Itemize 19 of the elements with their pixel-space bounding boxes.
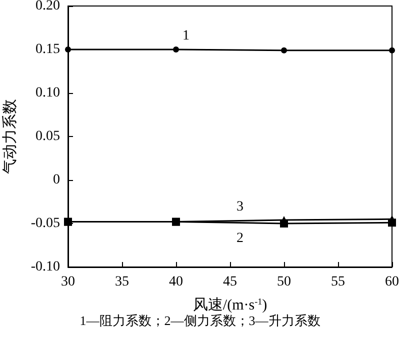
series-label: 1 [182, 28, 190, 44]
series-label: 2 [236, 231, 244, 246]
x-tick-label: 55 [331, 274, 345, 290]
x-tick-label: 50 [277, 274, 291, 290]
x-tick-label: 30 [61, 274, 75, 290]
x-tick-label: 60 [385, 274, 399, 290]
y-axis-title: 气动力系数 [2, 99, 18, 174]
x-tick-label: 35 [115, 274, 129, 290]
y-tick-label: 0.10 [36, 86, 60, 100]
x-tick-label: 45 [223, 274, 237, 290]
y-tick-label: 0.15 [36, 42, 60, 57]
y-tick-label: 0.20 [36, 0, 60, 14]
text: 1—阻力系数；2—侧力系数；3—升力系数 [80, 313, 320, 328]
y-tick-label: 0 [53, 172, 60, 188]
series-label: 3 [236, 199, 244, 214]
y-tick-label: -0.05 [30, 216, 60, 231]
y-tick-label: -0.10 [30, 260, 60, 274]
x-tick-label: 40 [169, 274, 183, 290]
y-tick-label: 0.05 [36, 129, 60, 144]
